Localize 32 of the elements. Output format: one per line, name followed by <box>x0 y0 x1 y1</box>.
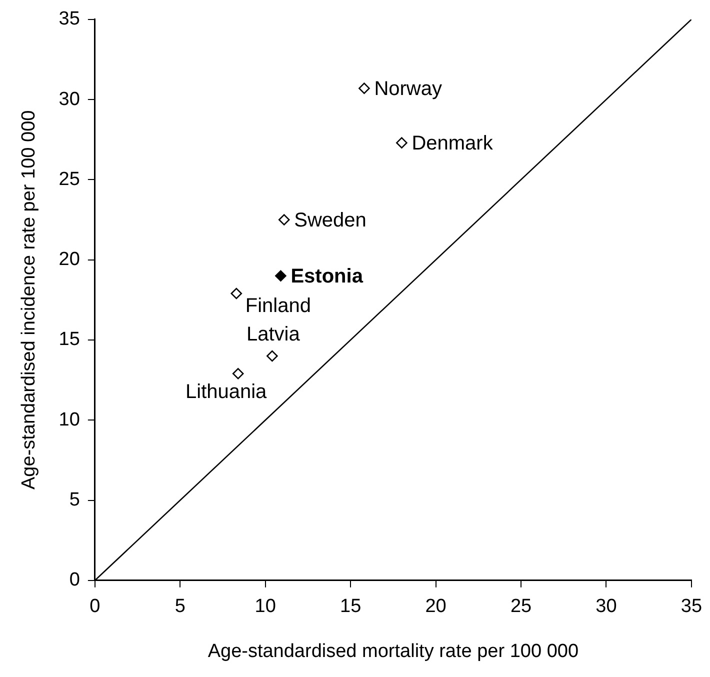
x-tick-label: 25 <box>510 596 532 618</box>
x-tick-label: 0 <box>90 596 100 618</box>
point <box>396 137 408 148</box>
x-tick-label: 5 <box>174 596 186 618</box>
annotation: Denmark <box>412 132 494 154</box>
annotation: Latvia <box>246 324 301 346</box>
point <box>275 270 286 282</box>
y-tick-label: 0 <box>69 570 80 591</box>
point <box>266 350 278 362</box>
x-tick-label: 20 <box>425 596 446 618</box>
x-tick-label: 30 <box>596 596 617 618</box>
y-axis-title: Age-standardised incidence rate per 100 000 <box>18 110 40 490</box>
y-tick-label: 30 <box>58 88 80 110</box>
x-tick-label: 10 <box>254 596 276 618</box>
x-axis-title: Age-standardised mortality rate per 100 000 <box>208 640 579 662</box>
annotation: Sweden <box>294 209 366 232</box>
point <box>278 214 290 226</box>
annotation: Estonia <box>290 265 364 288</box>
y-tick-label: 20 <box>58 249 80 270</box>
point <box>230 288 242 300</box>
annotation: Lithuania <box>186 381 268 404</box>
x-tick-label: 35 <box>680 596 702 618</box>
annotation: Finland <box>245 295 311 318</box>
y-tick-label: 35 <box>58 8 80 30</box>
y-tick-label: 15 <box>58 329 80 350</box>
annotation: Norway <box>374 78 442 100</box>
y-tick-label: 25 <box>58 168 80 190</box>
x-tick-label: 15 <box>340 596 362 618</box>
y-tick-label: 10 <box>58 409 80 430</box>
point <box>232 368 244 380</box>
point <box>358 82 370 94</box>
y-tick-label: 5 <box>69 489 80 510</box>
